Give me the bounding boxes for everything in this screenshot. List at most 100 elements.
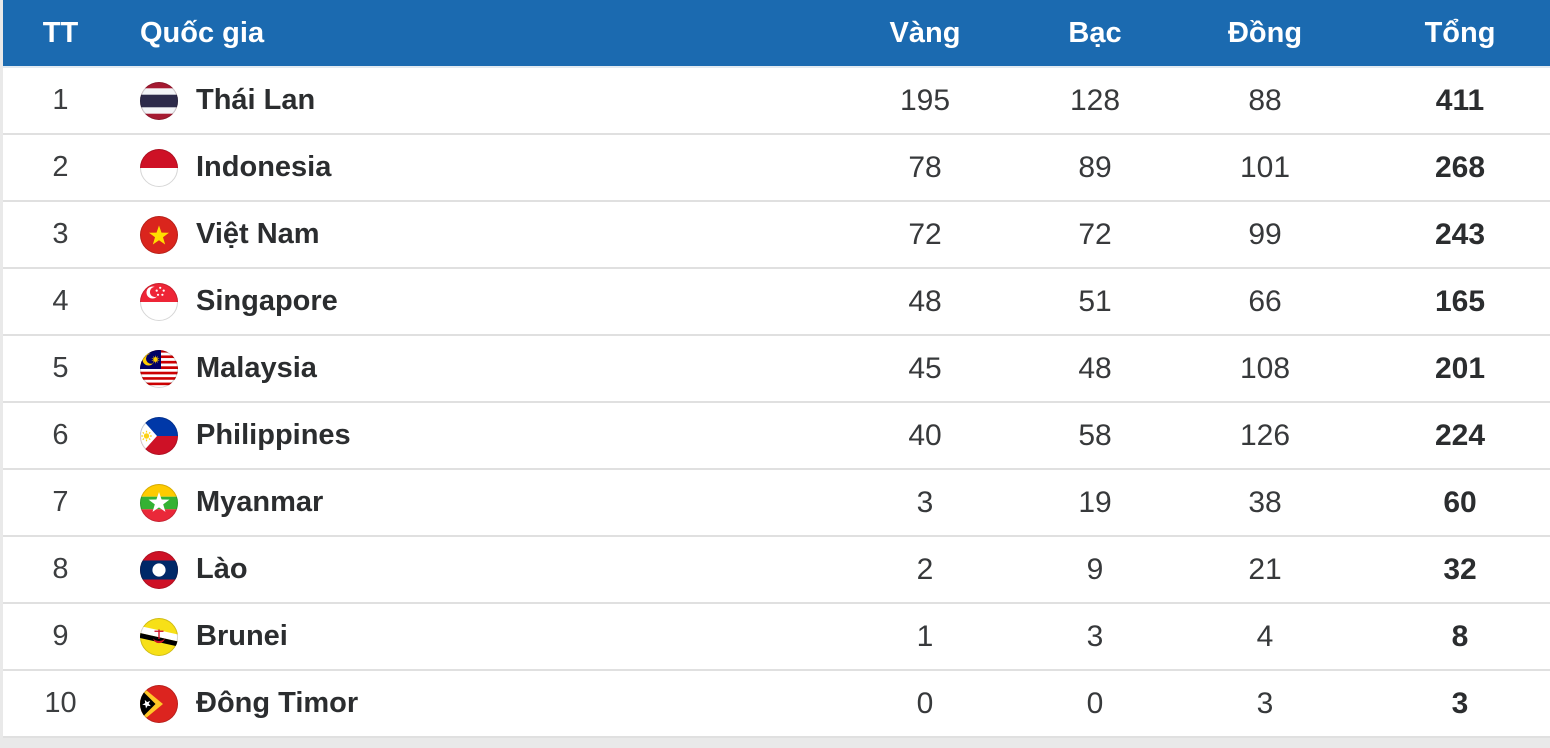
total-cell: 224: [1434, 418, 1486, 452]
bronze-cell: 126: [1239, 418, 1291, 452]
country-name: Philippines: [196, 419, 351, 451]
vietnam-flag-icon: [140, 215, 178, 254]
bronze-cell: 88: [1248, 83, 1282, 117]
total-cell: 8: [1451, 619, 1469, 653]
column-header-silver: Bạc: [1068, 16, 1122, 49]
medal-table-row: 10 Đông Timor 0 0 3 3: [3, 671, 1550, 738]
gold-cell: 48: [908, 284, 942, 318]
gold-cell: 72: [908, 217, 942, 251]
medal-table-row: 5 Malaysia 45 48 108 201: [3, 336, 1550, 403]
total-cell: 411: [1435, 83, 1485, 117]
medal-table: TT Quốc gia Vàng Bạc Đồng Tổng 1 Thái La…: [3, 0, 1550, 738]
country-cell: Singapore: [118, 282, 840, 321]
medal-table-row: 1 Thái Lan 195 128 88 411: [3, 68, 1550, 135]
country-name: Malaysia: [196, 352, 317, 384]
column-header-gold: Vàng: [889, 16, 961, 49]
medal-table-body: 1 Thái Lan 195 128 88 411 2 Indonesia 78…: [3, 68, 1550, 738]
silver-cell: 19: [1078, 485, 1112, 519]
total-cell: 268: [1434, 150, 1486, 184]
rank-cell: 5: [52, 352, 69, 384]
country-name: Việt Nam: [196, 218, 320, 250]
total-cell: 32: [1443, 552, 1477, 586]
country-cell: Philippines: [118, 416, 840, 455]
rank-cell: 6: [52, 419, 69, 451]
bronze-cell: 21: [1248, 552, 1282, 586]
country-cell: Malaysia: [118, 349, 840, 388]
gold-cell: 195: [899, 83, 951, 117]
rank-cell: 2: [52, 151, 69, 183]
gold-cell: 78: [908, 150, 942, 184]
east-timor-flag-icon: [140, 684, 178, 723]
medal-table-row: 6 Philippines 40 58 126 224: [3, 403, 1550, 470]
bronze-cell: 101: [1239, 150, 1291, 184]
country-name: Đông Timor: [196, 687, 359, 719]
medal-table-row: 7 Myanmar 3 19 38 60: [3, 470, 1550, 537]
medal-table-row: 4 Singapore 48 51 66 165: [3, 269, 1550, 336]
medal-table-header: TT Quốc gia Vàng Bạc Đồng Tổng: [3, 0, 1550, 68]
silver-cell: 89: [1078, 150, 1112, 184]
rank-cell: 3: [52, 218, 69, 250]
silver-cell: 48: [1078, 351, 1112, 385]
country-name: Myanmar: [196, 486, 324, 518]
column-header-bronze: Đồng: [1227, 16, 1303, 49]
singapore-flag-icon: [140, 282, 178, 321]
country-name: Thái Lan: [196, 84, 316, 116]
column-header-rank: TT: [42, 16, 79, 49]
country-cell: Indonesia: [118, 148, 840, 187]
myanmar-flag-icon: [140, 483, 178, 522]
country-cell: Lào: [118, 550, 840, 589]
gold-cell: 1: [916, 619, 934, 653]
rank-cell: 9: [52, 620, 69, 652]
column-header-country: Quốc gia: [140, 16, 265, 49]
silver-cell: 51: [1078, 284, 1112, 318]
total-cell: 165: [1434, 284, 1486, 318]
bronze-cell: 4: [1256, 619, 1274, 653]
silver-cell: 72: [1078, 217, 1112, 251]
total-cell: 243: [1434, 217, 1486, 251]
brunei-flag-icon: [140, 617, 178, 656]
country-cell: Thái Lan: [118, 81, 840, 120]
bronze-cell: 66: [1248, 284, 1282, 318]
rank-cell: 7: [52, 486, 69, 518]
medal-table-row: 2 Indonesia 78 89 101 268: [3, 135, 1550, 202]
country-cell: Brunei: [118, 617, 840, 656]
malaysia-flag-icon: [140, 349, 178, 388]
country-name: Lào: [196, 553, 248, 585]
silver-cell: 128: [1069, 83, 1121, 117]
indonesia-flag-icon: [140, 148, 178, 187]
philippines-flag-icon: [140, 416, 178, 455]
bronze-cell: 38: [1248, 485, 1282, 519]
gold-cell: 45: [908, 351, 942, 385]
total-cell: 201: [1434, 351, 1486, 385]
bronze-cell: 108: [1239, 351, 1291, 385]
laos-flag-icon: [140, 550, 178, 589]
country-cell: Myanmar: [118, 483, 840, 522]
column-header-total: Tổng: [1424, 16, 1496, 49]
country-name: Indonesia: [196, 151, 332, 183]
country-cell: Việt Nam: [118, 215, 840, 254]
bronze-cell: 3: [1256, 686, 1274, 720]
rank-cell: 4: [52, 285, 69, 317]
rank-cell: 10: [44, 687, 77, 719]
bronze-cell: 99: [1248, 217, 1282, 251]
rank-cell: 8: [52, 553, 69, 585]
gold-cell: 3: [916, 485, 934, 519]
silver-cell: 0: [1086, 686, 1104, 720]
silver-cell: 58: [1078, 418, 1112, 452]
country-name: Brunei: [196, 620, 288, 652]
total-cell: 3: [1451, 686, 1469, 720]
country-name: Singapore: [196, 285, 338, 317]
rank-cell: 1: [52, 84, 69, 116]
thailand-flag-icon: [140, 81, 178, 120]
medal-table-row: 3 Việt Nam 72 72 99 243: [3, 202, 1550, 269]
gold-cell: 40: [908, 418, 942, 452]
country-cell: Đông Timor: [118, 684, 840, 723]
medal-table-row: 8 Lào 2 9 21 32: [3, 537, 1550, 604]
silver-cell: 3: [1086, 619, 1104, 653]
silver-cell: 9: [1086, 552, 1104, 586]
total-cell: 60: [1443, 485, 1477, 519]
medal-table-row: 9 Brunei 1 3 4 8: [3, 604, 1550, 671]
gold-cell: 0: [916, 686, 934, 720]
gold-cell: 2: [916, 552, 934, 586]
